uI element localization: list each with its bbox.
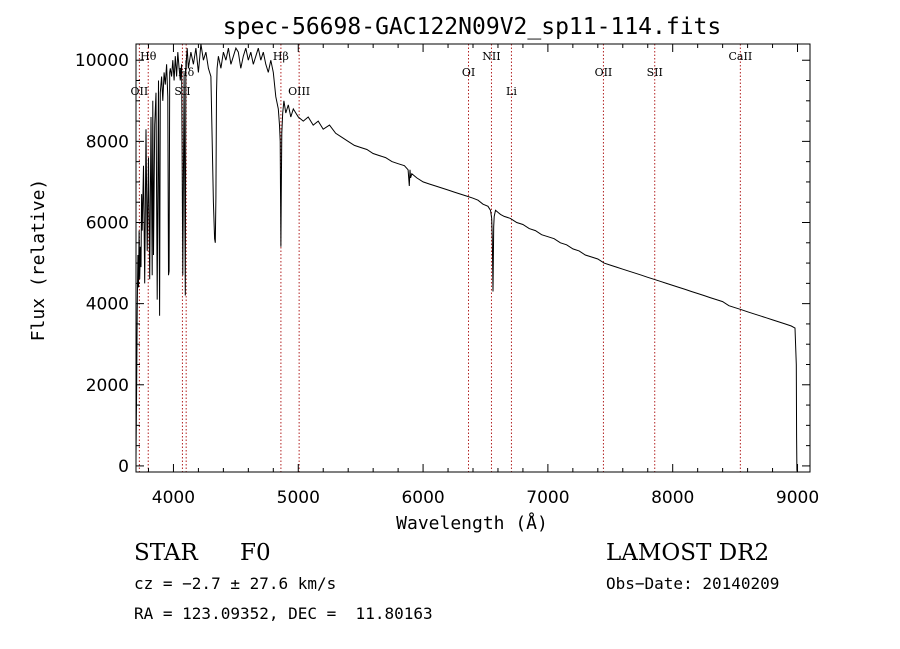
x-tick-label-4000: 4000	[152, 488, 195, 508]
plot-frame	[135, 43, 811, 473]
y-tick-label-2000: 2000	[86, 376, 129, 396]
reference-line-label-2: SII	[174, 85, 190, 98]
reference-lines	[138, 44, 741, 472]
reference-line-label-1: Hθ	[140, 50, 157, 63]
survey-name: LAMOST DR2	[606, 540, 770, 566]
x-tick-label-8000: 8000	[651, 488, 694, 508]
reference-line-label-10: SII	[647, 66, 663, 79]
spectrum-chart: spec-56698-GAC122N09V2_sp11-114.fits OII…	[28, 14, 819, 534]
reference-line-label-9: OII	[595, 66, 613, 79]
y-tick-label-4000: 4000	[86, 295, 129, 315]
y-tick-label-0: 0	[118, 457, 129, 477]
x-axis-ticks: 4000 5000 6000 7000 8000 9000	[147, 44, 819, 508]
reference-line-label-11: CaII	[729, 50, 753, 63]
x-axis-label: Wavelength (Å)	[396, 512, 548, 534]
reference-line-label-4: Hβ	[273, 50, 289, 63]
reference-line-label-6: OI	[462, 66, 475, 79]
reference-line-label-8: Li	[506, 85, 517, 98]
x-tick-label-7000: 7000	[526, 488, 569, 508]
redshift-value: cz = −2.7 ± 27.6 km/s	[134, 574, 337, 593]
observation-date: Obs−Date: 20140209	[606, 574, 780, 593]
x-tick-label-9000: 9000	[776, 488, 819, 508]
reference-line-label-7: NII	[482, 50, 500, 63]
x-tick-label-6000: 6000	[401, 488, 444, 508]
sky-coordinates: RA = 123.09352, DEC = 11.80163	[134, 604, 433, 623]
x-tick-label-5000: 5000	[277, 488, 320, 508]
y-tick-label-8000: 8000	[86, 132, 129, 152]
object-type: STAR	[134, 540, 198, 566]
reference-line-label-0: OII	[131, 85, 149, 98]
object-subclass: F0	[240, 540, 271, 566]
y-axis-ticks: 0 2000 4000 6000 8000 10000	[75, 51, 810, 477]
y-axis-label: Flux (relative)	[28, 179, 49, 342]
y-tick-label-10000: 10000	[75, 51, 129, 71]
y-tick-label-6000: 6000	[86, 214, 129, 234]
spectrum-line	[135, 43, 798, 473]
chart-title: spec-56698-GAC122N09V2_sp11-114.fits	[223, 14, 722, 40]
reference-line-label-5: OIII	[288, 85, 310, 98]
